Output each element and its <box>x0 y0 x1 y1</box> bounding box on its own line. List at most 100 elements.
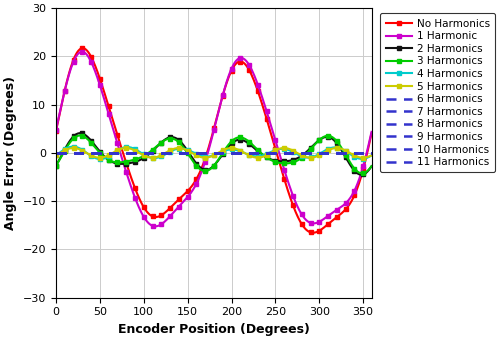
5 Harmonics <box>70 146 76 150</box>
7 Harmonics <box>59 151 65 155</box>
3 Harmonics <box>124 159 130 164</box>
3 Harmonics <box>77 134 83 138</box>
7 Harmonics <box>368 151 374 155</box>
4 Harmonics <box>58 149 64 153</box>
2 Harmonics <box>92 143 98 147</box>
7 Harmonics <box>54 151 60 155</box>
1 Harmonic <box>79 50 85 54</box>
1 Harmonic <box>53 128 59 132</box>
Line: 4 Harmonics: 4 Harmonics <box>54 145 374 161</box>
No Harmonics <box>368 131 374 135</box>
5 Harmonics <box>150 156 156 160</box>
1 Harmonic <box>368 130 374 134</box>
1 Harmonic <box>262 102 268 106</box>
5 Harmonics <box>58 150 64 154</box>
6 Harmonics <box>124 151 130 155</box>
6 Harmonics <box>53 151 59 155</box>
2 Harmonics <box>140 156 146 160</box>
Line: No Harmonics: No Harmonics <box>54 47 374 235</box>
9 Harmonics <box>140 151 146 155</box>
No Harmonics <box>140 204 146 208</box>
6 Harmonics <box>54 151 60 155</box>
1 Harmonic <box>152 224 158 228</box>
10 Harmonics <box>53 151 59 155</box>
10 Harmonics <box>234 151 240 155</box>
4 Harmonics <box>70 144 76 149</box>
3 Harmonics <box>140 154 146 158</box>
8 Harmonics <box>368 151 374 155</box>
2 Harmonics <box>358 173 364 177</box>
2 Harmonics <box>124 162 130 166</box>
5 Harmonics <box>368 153 374 157</box>
11 Harmonics <box>140 151 146 155</box>
6 Harmonics <box>92 151 98 155</box>
8 Harmonics <box>123 151 129 155</box>
9 Harmonics <box>262 151 268 155</box>
2 Harmonics <box>252 147 258 151</box>
5 Harmonics <box>92 155 98 159</box>
No Harmonics <box>80 46 86 50</box>
7 Harmonics <box>262 151 268 155</box>
6 Harmonics <box>252 151 258 155</box>
3 Harmonics <box>368 164 374 168</box>
8 Harmonics <box>234 151 240 155</box>
No Harmonics <box>124 162 130 166</box>
5 Harmonics <box>124 146 130 150</box>
10 Harmonics <box>252 151 258 155</box>
11 Harmonics <box>234 151 240 155</box>
Legend: No Harmonics, 1 Harmonic, 2 Harmonics, 3 Harmonics, 4 Harmonics, 5 Harmonics, 6 : No Harmonics, 1 Harmonic, 2 Harmonics, 3… <box>380 13 495 172</box>
1 Harmonic <box>124 171 130 175</box>
10 Harmonics <box>140 151 146 155</box>
9 Harmonics <box>234 151 240 155</box>
7 Harmonics <box>53 151 59 155</box>
4 Harmonics <box>92 156 98 160</box>
11 Harmonics <box>252 151 258 155</box>
3 Harmonics <box>261 153 267 157</box>
10 Harmonics <box>58 151 64 155</box>
No Harmonics <box>310 231 316 235</box>
6 Harmonics <box>140 151 146 155</box>
4 Harmonics <box>252 154 258 158</box>
2 Harmonics <box>58 153 64 157</box>
4 Harmonics <box>124 145 130 149</box>
9 Harmonics <box>58 151 64 155</box>
10 Harmonics <box>123 151 129 155</box>
7 Harmonics <box>140 151 146 155</box>
3 Harmonics <box>58 154 64 158</box>
4 Harmonics <box>368 153 374 157</box>
11 Harmonics <box>58 151 64 155</box>
4 Harmonics <box>53 153 59 157</box>
9 Harmonics <box>53 151 59 155</box>
11 Harmonics <box>91 151 97 155</box>
6 Harmonics <box>262 151 268 155</box>
8 Harmonics <box>58 151 64 155</box>
10 Harmonics <box>262 151 268 155</box>
6 Harmonics <box>234 151 240 155</box>
7 Harmonics <box>252 151 258 155</box>
7 Harmonics <box>234 151 240 155</box>
Line: 3 Harmonics: 3 Harmonics <box>54 134 374 175</box>
5 Harmonics <box>262 154 268 158</box>
4 Harmonics <box>262 153 268 157</box>
3 Harmonics <box>359 171 365 175</box>
3 Harmonics <box>92 144 98 149</box>
No Harmonics <box>261 108 267 112</box>
1 Harmonic <box>58 102 64 106</box>
8 Harmonics <box>252 151 258 155</box>
11 Harmonics <box>368 151 374 155</box>
Line: 2 Harmonics: 2 Harmonics <box>54 131 374 176</box>
3 Harmonics <box>53 164 59 168</box>
Line: 5 Harmonics: 5 Harmonics <box>54 146 374 159</box>
Y-axis label: Angle Error (Degrees): Angle Error (Degrees) <box>4 76 17 230</box>
1 Harmonic <box>92 68 98 72</box>
2 Harmonics <box>261 154 267 158</box>
2 Harmonics <box>368 164 374 168</box>
10 Harmonics <box>368 151 374 155</box>
2 Harmonics <box>53 164 59 168</box>
7 Harmonics <box>124 151 130 155</box>
8 Harmonics <box>140 151 146 155</box>
9 Harmonics <box>368 151 374 155</box>
1 Harmonic <box>252 76 258 80</box>
3 Harmonics <box>252 145 258 149</box>
2 Harmonics <box>77 131 83 135</box>
